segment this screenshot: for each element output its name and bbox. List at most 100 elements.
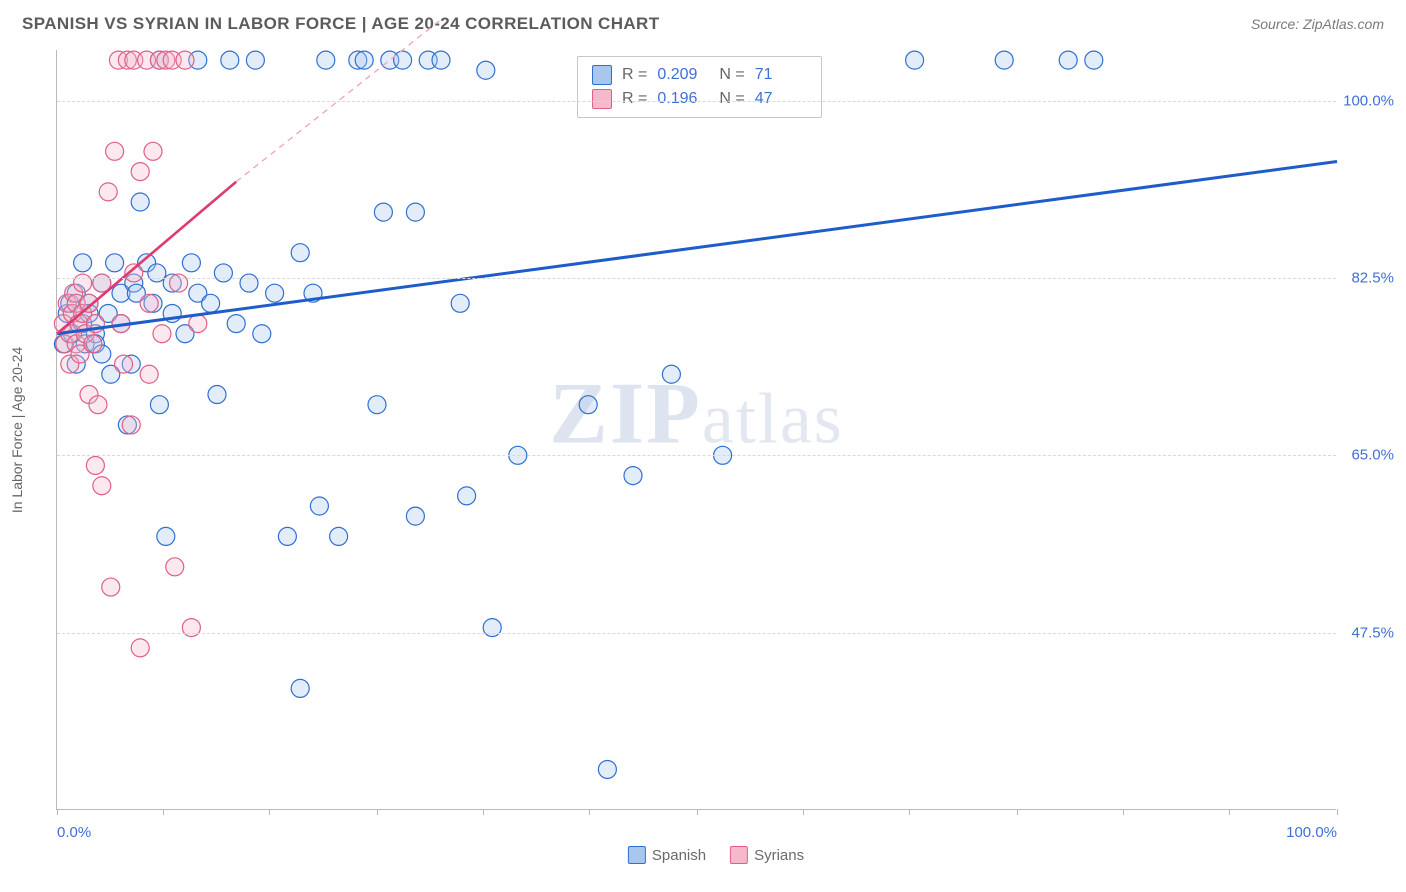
stat-r-label: R = [622, 90, 647, 108]
data-point [624, 467, 642, 485]
x-tick [1123, 809, 1124, 815]
y-tick-label: 100.0% [1339, 92, 1394, 109]
data-point [374, 203, 392, 221]
x-tick [803, 809, 804, 815]
x-tick [377, 809, 378, 815]
data-point [80, 294, 98, 312]
y-tick-label: 82.5% [1339, 270, 1394, 287]
x-tick [909, 809, 910, 815]
stat-row: R = 0.196 N = 47 [592, 87, 807, 111]
x-tick [269, 809, 270, 815]
data-point [144, 142, 162, 160]
data-point [166, 558, 184, 576]
data-point [93, 477, 111, 495]
stat-row: R =0.209N =71 [592, 63, 807, 87]
data-point [214, 264, 232, 282]
data-point [291, 679, 309, 697]
data-point [406, 203, 424, 221]
data-point [310, 497, 328, 515]
x-tick [1337, 809, 1338, 815]
data-point [906, 51, 924, 69]
x-tick-label: 0.0% [57, 824, 91, 841]
stat-box: R =0.209N =71R =0.196N =47 [577, 56, 822, 118]
data-point [227, 315, 245, 333]
data-point [106, 142, 124, 160]
data-point [102, 578, 120, 596]
legend-label: Spanish [652, 847, 706, 864]
data-point [1085, 51, 1103, 69]
data-point [355, 51, 373, 69]
data-point [208, 386, 226, 404]
data-point [995, 51, 1013, 69]
data-point [368, 396, 386, 414]
stat-n-value: 47 [755, 90, 807, 108]
data-point [157, 527, 175, 545]
data-point [131, 163, 149, 181]
data-point [477, 61, 495, 79]
data-point [246, 51, 264, 69]
data-point [662, 365, 680, 383]
chart-container: In Labor Force | Age 20-24 ZIPatlas R =0… [56, 50, 1376, 830]
data-point [99, 183, 117, 201]
data-point [74, 254, 92, 272]
data-point [131, 639, 149, 657]
data-point [240, 274, 258, 292]
y-axis-title: In Labor Force | Age 20-24 [9, 346, 25, 512]
x-tick [57, 809, 58, 815]
data-point [170, 274, 188, 292]
y-tick-label: 65.0% [1339, 447, 1394, 464]
data-point [202, 294, 220, 312]
gridline [57, 633, 1336, 634]
data-point [140, 365, 158, 383]
legend-swatch [730, 846, 748, 864]
data-point [182, 619, 200, 637]
legend-item: Spanish [628, 846, 706, 864]
plot-svg [57, 50, 1337, 810]
data-point [150, 396, 168, 414]
legend-swatch [592, 89, 612, 109]
gridline [57, 278, 1336, 279]
data-point [140, 294, 158, 312]
data-point [432, 51, 450, 69]
plot-area: In Labor Force | Age 20-24 ZIPatlas R =0… [56, 50, 1336, 810]
source-label: Source: ZipAtlas.com [1251, 16, 1384, 32]
data-point [291, 244, 309, 262]
data-point [89, 396, 107, 414]
data-point [131, 193, 149, 211]
data-point [266, 284, 284, 302]
x-tick [589, 809, 590, 815]
data-point [598, 760, 616, 778]
legend-series: Spanish Syrians [628, 846, 804, 864]
x-tick [483, 809, 484, 815]
stat-r-label: R = [622, 66, 647, 84]
data-point [317, 51, 335, 69]
trend-line [57, 161, 1337, 333]
data-point [278, 527, 296, 545]
data-point [148, 264, 166, 282]
data-point [176, 51, 194, 69]
data-point [406, 507, 424, 525]
x-tick [1017, 809, 1018, 815]
data-point [451, 294, 469, 312]
x-tick [1229, 809, 1230, 815]
data-point [579, 396, 597, 414]
data-point [115, 355, 133, 373]
data-point [74, 274, 92, 292]
legend-swatch [628, 846, 646, 864]
data-point [330, 527, 348, 545]
data-point [458, 487, 476, 505]
data-point [1059, 51, 1077, 69]
stat-r-value: 0.196 [657, 90, 709, 108]
data-point [394, 51, 412, 69]
stat-r-value: 0.209 [657, 66, 709, 84]
gridline [57, 455, 1336, 456]
x-tick-label: 100.0% [1286, 824, 1337, 841]
data-point [182, 254, 200, 272]
legend-label: Syrians [754, 847, 804, 864]
legend-item: Syrians [730, 846, 804, 864]
stat-n-label: N = [719, 90, 744, 108]
y-tick-label: 47.5% [1339, 624, 1394, 641]
data-point [189, 315, 207, 333]
data-point [221, 51, 239, 69]
stat-n-label: N = [719, 66, 744, 84]
